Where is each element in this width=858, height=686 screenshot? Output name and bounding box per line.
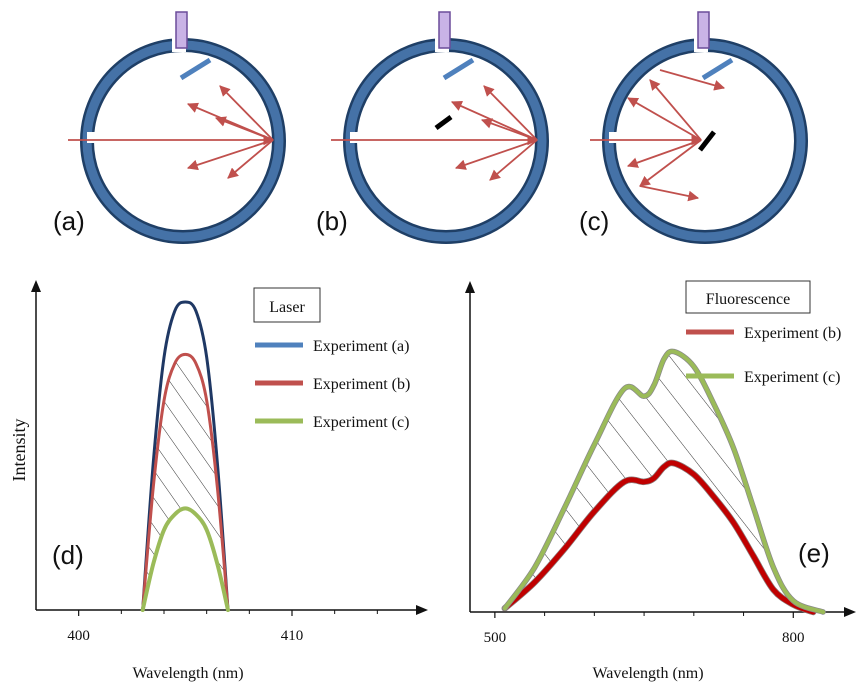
- integrating-sphere-wall: [82, 40, 284, 242]
- legend-label: Experiment (c): [744, 369, 840, 386]
- detector: [175, 11, 188, 49]
- y-axis-arrow: [465, 281, 475, 293]
- legend-label: Experiment (c): [313, 414, 409, 431]
- x-axis-arrow: [416, 605, 428, 615]
- sphere-diagram-a: (a): [53, 11, 286, 244]
- x-tick-label: 400: [67, 628, 90, 644]
- y-axis-arrow: [31, 280, 41, 292]
- legend-label: Experiment (a): [313, 338, 409, 355]
- baffle: [442, 57, 475, 81]
- reflected-ray: [659, 69, 726, 91]
- reflected-ray: [214, 116, 274, 141]
- panel-label-d: (d): [52, 540, 84, 570]
- series-line: [141, 300, 230, 612]
- legend-title-box: [253, 287, 321, 323]
- reflected-ray: [480, 118, 538, 141]
- hatched-area: [504, 351, 824, 612]
- x-tick-labels: 500 800: [484, 612, 805, 646]
- reflected-ray: [627, 97, 702, 141]
- entrance-port: [350, 132, 364, 143]
- chart-fluorescence: 500 800 Wavelength (nm) (e) Fluorescence …: [465, 280, 856, 682]
- reflected-ray: [639, 139, 702, 187]
- series-line: [141, 352, 230, 612]
- legend-title: Laser: [269, 299, 305, 316]
- sample: [698, 130, 716, 152]
- integrating-sphere-wall: [345, 40, 547, 242]
- reflected-ray: [626, 139, 702, 168]
- x-tick-label: 800: [782, 630, 805, 646]
- detector: [697, 11, 710, 49]
- entrance-port: [609, 132, 623, 143]
- x-axis-label: Wavelength (nm): [132, 665, 243, 682]
- y-axis-label: Intensity: [9, 419, 29, 482]
- series-line: [140, 506, 230, 612]
- series-line: [502, 460, 816, 615]
- x-tick-label: 410: [281, 628, 304, 644]
- sphere-diagram-c: (c): [579, 11, 808, 244]
- legend-title-box: [685, 280, 811, 314]
- legend-label: Experiment (b): [744, 325, 841, 342]
- legend-title: Fluorescence: [706, 291, 790, 308]
- series-group: [140, 300, 230, 612]
- reflected-ray: [219, 85, 274, 141]
- reflected-ray: [186, 139, 274, 171]
- reflected-ray: [489, 139, 538, 181]
- hatched-area: [142, 354, 228, 610]
- panel-label-a: (a): [53, 206, 85, 236]
- panel-label-e: (e): [798, 538, 830, 568]
- x-tick-labels: 400 410: [67, 610, 378, 644]
- panel-label-c: (c): [579, 206, 609, 236]
- reflected-ray: [227, 139, 274, 179]
- legend: Experiment (b) Experiment (c): [686, 325, 841, 386]
- x-axis-label: Wavelength (nm): [592, 665, 703, 682]
- reflected-ray: [649, 79, 702, 141]
- legend: Experiment (a) Experiment (b) Experiment (…: [255, 338, 410, 431]
- sample: [434, 114, 453, 131]
- x-tick-label: 500: [484, 630, 507, 646]
- x-axis-arrow: [844, 607, 856, 617]
- baffle: [701, 57, 734, 81]
- detector: [438, 11, 451, 49]
- series-group: [501, 348, 826, 616]
- entrance-port: [87, 132, 101, 143]
- chart-laser: 400 410 Intensity Wavelength (nm) (d) Las…: [9, 280, 428, 682]
- sphere-diagram-b: (b): [316, 11, 549, 244]
- legend-label: Experiment (b): [313, 376, 410, 393]
- panel-label-b: (b): [316, 206, 348, 236]
- reflected-ray: [483, 85, 538, 141]
- baffle: [179, 57, 212, 81]
- reflected-ray: [451, 101, 538, 141]
- series-line: [502, 349, 826, 614]
- reflected-ray: [454, 139, 538, 170]
- reflected-ray: [639, 185, 700, 202]
